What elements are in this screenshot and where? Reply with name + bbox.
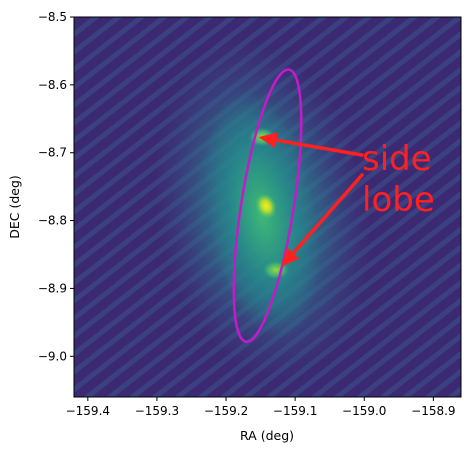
x-tick-label: −159.3 <box>135 404 179 418</box>
y-tick-label: −8.5 <box>38 10 67 24</box>
x-tick-label: −159.1 <box>273 404 317 418</box>
x-axis-label: RA (deg) <box>240 428 294 443</box>
annotation-arrows <box>258 132 364 267</box>
heatmap-image <box>74 17 461 397</box>
plot-frame <box>73 16 462 398</box>
x-tick-label: −159.0 <box>342 404 386 418</box>
x-tick-label: −158.9 <box>411 404 455 418</box>
annotation-arrow-head <box>281 247 300 267</box>
x-axis: −159.4 −159.3 −159.2 −159.1 −159.0 −158.9 <box>66 397 456 418</box>
x-tick-label: −159.2 <box>204 404 248 418</box>
annotation-text-lobe: lobe <box>362 180 435 220</box>
y-tick-label: −8.8 <box>38 214 67 228</box>
annotation-arrow-head <box>258 132 278 149</box>
peak-spot <box>255 193 277 219</box>
y-axis-label: DEC (deg) <box>7 175 22 239</box>
beam-ellipse <box>232 68 303 344</box>
y-tick-label: −8.9 <box>38 281 67 295</box>
annotation-text-side: side <box>362 139 432 179</box>
y-tick-label: −8.6 <box>38 78 67 92</box>
y-tick-label: −9.0 <box>38 349 67 363</box>
y-tick-label: −8.7 <box>38 146 67 160</box>
x-tick-label: −159.4 <box>66 404 110 418</box>
annotation-arrow-shaft <box>274 138 364 157</box>
annotation-arrow-shaft <box>291 173 364 255</box>
y-axis: −8.5 −8.6 −8.7 −8.8 −8.9 −9.0 <box>38 10 74 363</box>
